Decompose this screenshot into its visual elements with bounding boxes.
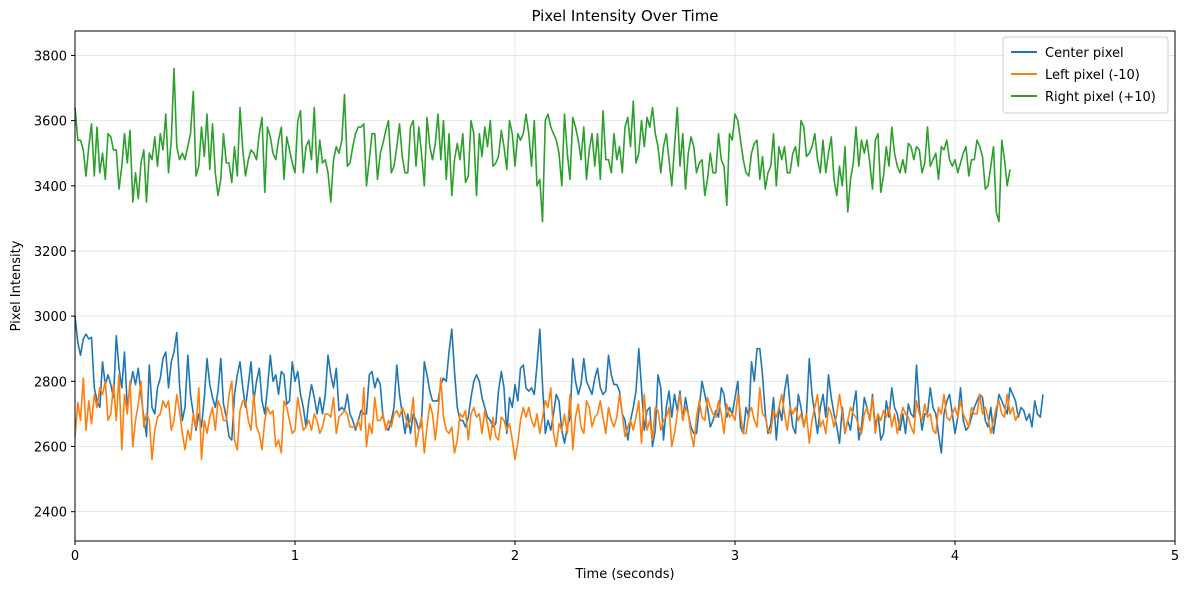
x-tick-label: 1 xyxy=(291,549,299,564)
y-tick-label: 3200 xyxy=(34,245,67,260)
y-tick-label: 3000 xyxy=(34,310,67,325)
legend: Center pixel Left pixel (-10) Right pixel … xyxy=(1002,36,1169,114)
x-axis-title: Time (seconds) xyxy=(574,567,674,582)
y-tick-label: 3600 xyxy=(34,115,67,130)
x-tick-label: 5 xyxy=(1171,549,1179,564)
legend-label: Center pixel xyxy=(1045,46,1124,61)
y-tick-label: 2600 xyxy=(34,440,67,455)
chart-title: Pixel Intensity Over Time xyxy=(531,7,718,25)
x-tick-label: 4 xyxy=(951,549,959,564)
legend-box xyxy=(1002,36,1169,114)
series-line-3 xyxy=(74,67,1011,223)
series-line-2 xyxy=(74,373,1020,461)
y-tick-label: 3800 xyxy=(34,49,67,64)
y-tick-label: 2800 xyxy=(34,375,67,390)
x-tick-label: 0 xyxy=(71,549,79,564)
series-layer xyxy=(74,67,1044,461)
legend-label: Left pixel (-10) xyxy=(1045,68,1140,83)
axis-ticks: 0 1 2 3 4 5 2400 2600 2800 3000 3200 3400 3600 3800 xyxy=(34,49,1179,564)
y-tick-label: 3400 xyxy=(34,180,67,195)
plot-frame xyxy=(74,30,1176,542)
legend-label: Right pixel (+10) xyxy=(1045,90,1156,105)
x-tick-label: 2 xyxy=(511,549,519,564)
grid-lines xyxy=(74,31,1176,541)
y-tick-label: 2400 xyxy=(34,506,67,521)
x-tick-label: 3 xyxy=(731,549,739,564)
series-line-1 xyxy=(74,316,1044,454)
y-axis-title: Pixel Intensity xyxy=(9,240,24,331)
